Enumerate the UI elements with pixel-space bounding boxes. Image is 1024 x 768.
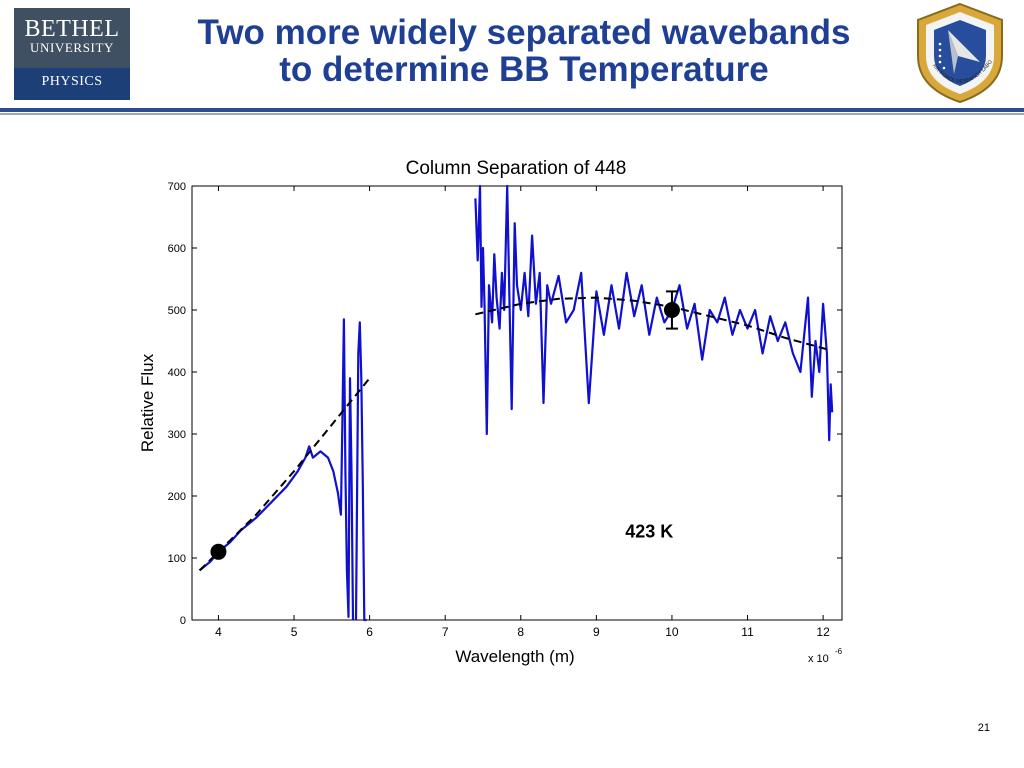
y-tick-label: 700 (168, 181, 186, 193)
logo-text-physics: PHYSICS (41, 74, 103, 89)
x-multiplier-exponent: -6 (835, 647, 843, 656)
x-tick-label: 11 (741, 625, 754, 639)
y-tick-label: 300 (168, 429, 186, 441)
x-axis-label: Wavelength (m) (455, 647, 574, 666)
y-axis-label: Relative Flux (138, 353, 157, 452)
data-point-marker (663, 302, 680, 318)
x-tick-label: 5 (291, 625, 298, 639)
bethel-university-logo: BETHEL UNIVERSITY PHYSICS (14, 8, 130, 100)
y-tick-label: 200 (168, 491, 186, 503)
x-tick-label: 8 (517, 625, 524, 639)
tick-marks (192, 185, 842, 621)
flux-series-line (198, 318, 355, 621)
blackbody-fit-line (475, 296, 831, 352)
slide-title-line-1: Two more widely separated wavebands (197, 13, 851, 52)
chart-title: Column Separation of 448 (406, 158, 627, 179)
y-tick-label: 100 (168, 553, 186, 565)
blackbody-fit-line (198, 377, 371, 572)
x-tick-label: 9 (593, 625, 600, 639)
y-tick-label: 600 (168, 243, 186, 255)
x-multiplier-label: x 10 (808, 653, 829, 665)
fit-layer (198, 296, 831, 572)
flux-series-line (474, 184, 834, 442)
tick-labels: 4 5 6 7 8 9 10 11 12 0 100 200 300 400 500 600 700 (168, 181, 830, 639)
marker-layer (210, 290, 680, 560)
temperature-annotation: 423 K (625, 522, 673, 542)
flux-series-line (354, 321, 367, 622)
x-tick-label: 10 (665, 625, 679, 639)
y-tick-label: 400 (168, 367, 186, 379)
y-tick-label: 500 (168, 305, 186, 317)
x-tick-label: 6 (366, 625, 373, 639)
header-rule (0, 108, 1024, 112)
header-rule-secondary (0, 113, 1024, 115)
slide-number: 21 (977, 722, 990, 734)
y-tick-label: 0 (180, 615, 186, 627)
logo-text-university: UNIVERSITY (30, 40, 114, 55)
logo-top-band: BETHEL UNIVERSITY (14, 8, 130, 68)
series-layer (198, 184, 834, 622)
x-tick-label: 4 (215, 625, 222, 639)
logo-text-bethel: BETHEL (24, 16, 120, 42)
data-point-marker (210, 543, 227, 560)
slide-title-line-2: to determine BB Temperature (279, 50, 769, 89)
slide-title: Two more widely separated wavebands to d… (140, 14, 908, 88)
plot-area (191, 185, 843, 621)
x-tick-label: 12 (816, 625, 830, 639)
x-tick-label: 7 (442, 625, 449, 639)
afrl-shield-logo: AIR FORCE RESEARCH LABORATORY (908, 0, 1003, 104)
